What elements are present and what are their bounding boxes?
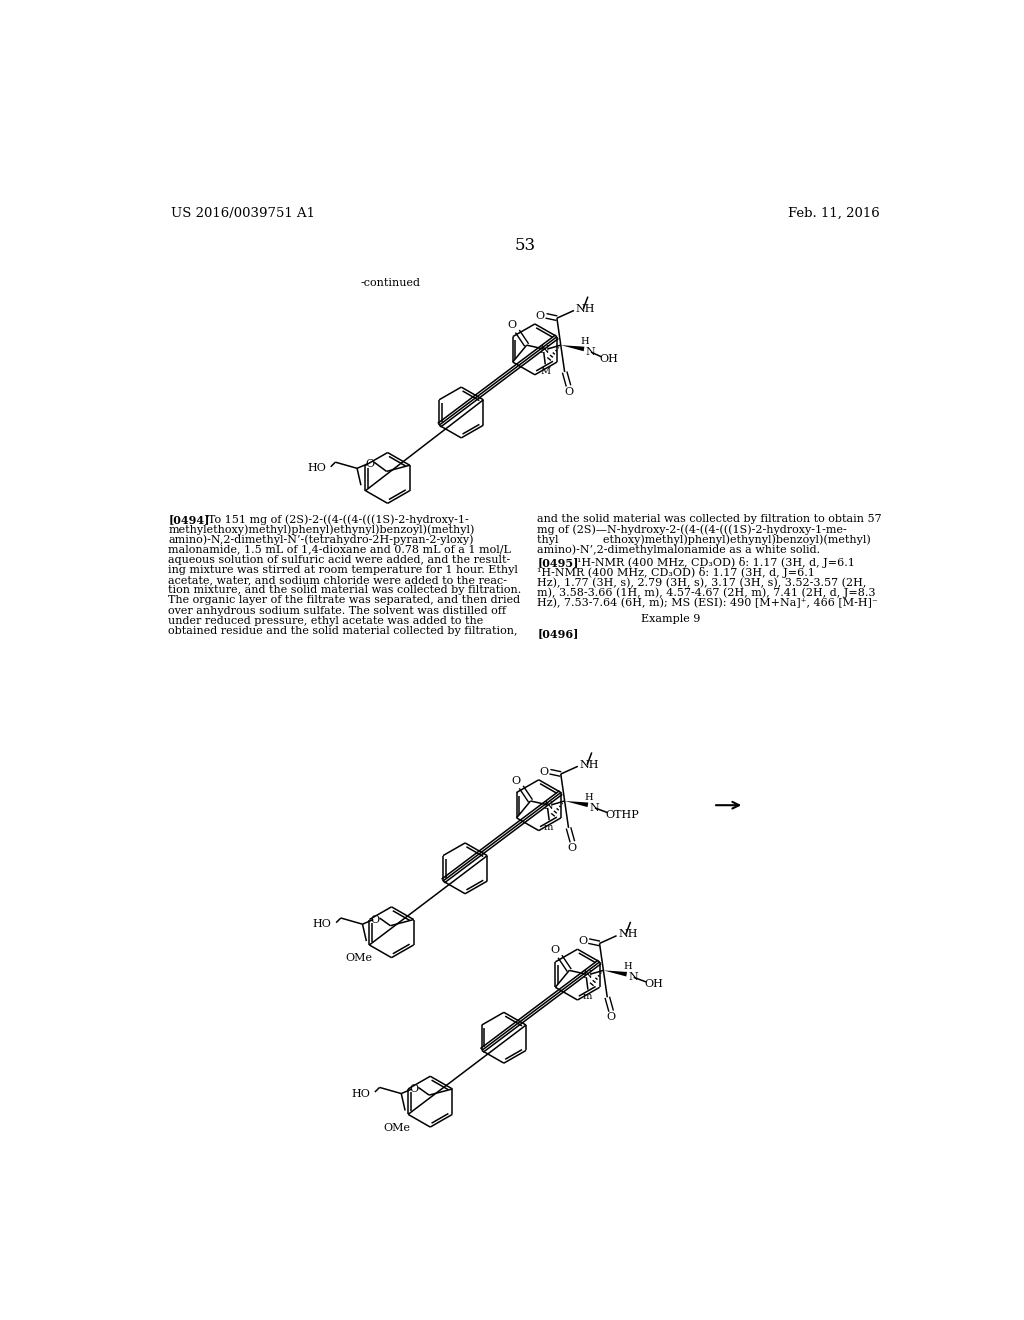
Text: m: m	[583, 991, 592, 1001]
Text: HO: HO	[351, 1089, 371, 1098]
Text: N: N	[586, 347, 595, 356]
Text: [0496]: [0496]	[538, 628, 579, 639]
Text: 53: 53	[514, 238, 536, 253]
Text: Hz), 7.53-7.64 (6H, m); MS (ESI): 490 [M+Na]⁺, 466 [M-H]⁻: Hz), 7.53-7.64 (6H, m); MS (ESI): 490 [M…	[538, 598, 878, 609]
Text: The organic layer of the filtrate was separated, and then dried: The organic layer of the filtrate was se…	[168, 595, 520, 606]
Text: and the solid material was collected by filtration to obtain 57: and the solid material was collected by …	[538, 515, 882, 524]
Text: N: N	[628, 973, 638, 982]
Text: tion mixture, and the solid material was collected by filtration.: tion mixture, and the solid material was…	[168, 585, 521, 595]
Text: O: O	[606, 1012, 615, 1022]
Text: NH: NH	[618, 929, 638, 939]
Text: O: O	[371, 915, 380, 924]
Text: ing mixture was stirred at room temperature for 1 hour. Ethyl: ing mixture was stirred at room temperat…	[168, 565, 518, 576]
Text: H: H	[581, 337, 589, 346]
Polygon shape	[603, 970, 627, 977]
Text: O: O	[511, 776, 520, 785]
Text: [0495]: [0495]	[538, 557, 579, 568]
Text: N: N	[583, 970, 592, 979]
Text: acetate, water, and sodium chloride were added to the reac-: acetate, water, and sodium chloride were…	[168, 576, 507, 585]
Text: Feb. 11, 2016: Feb. 11, 2016	[788, 207, 880, 220]
Text: amino)-N,2-dimethyl-N’-(tetrahydro-2H-pyran-2-yloxy): amino)-N,2-dimethyl-N’-(tetrahydro-2H-py…	[168, 535, 474, 545]
Text: O: O	[540, 767, 548, 776]
Polygon shape	[561, 345, 585, 351]
Text: O: O	[536, 312, 545, 321]
Text: O: O	[564, 387, 573, 397]
Text: -continued: -continued	[360, 277, 421, 288]
Text: Hz), 1.77 (3H, s), 2.79 (3H, s), 3.17 (3H, s), 3.52-3.57 (2H,: Hz), 1.77 (3H, s), 2.79 (3H, s), 3.17 (3…	[538, 577, 866, 587]
Text: N: N	[544, 801, 553, 810]
Text: OMe: OMe	[345, 953, 372, 964]
Text: m), 3.58-3.66 (1H, m), 4.57-4.67 (2H, m), 7.41 (2H, d, J=8.3: m), 3.58-3.66 (1H, m), 4.57-4.67 (2H, m)…	[538, 587, 876, 598]
Text: aqueous solution of sulfuric acid were added, and the result-: aqueous solution of sulfuric acid were a…	[168, 554, 511, 565]
Text: OMe: OMe	[384, 1123, 411, 1133]
Text: N: N	[590, 803, 599, 813]
Text: obtained residue and the solid material collected by filtration,: obtained residue and the solid material …	[168, 626, 518, 636]
Text: To 151 mg of (2S)-2-((4-((4-(((1S)-2-hydroxy-1-: To 151 mg of (2S)-2-((4-((4-(((1S)-2-hyd…	[201, 515, 469, 525]
Text: O: O	[550, 945, 559, 956]
Text: HO: HO	[307, 463, 327, 474]
Text: [0494]: [0494]	[168, 515, 210, 525]
Text: H: H	[585, 792, 593, 801]
Text: ¹H-NMR (400 MHz, CD₃OD) δ: 1.17 (3H, d, J=6.1: ¹H-NMR (400 MHz, CD₃OD) δ: 1.17 (3H, d, …	[538, 568, 815, 578]
Text: thyl    ethoxy)methyl)phenyl)ethynyl)benzoyl)(methyl): thyl ethoxy)methyl)phenyl)ethynyl)benzoy…	[538, 535, 871, 545]
Text: O: O	[365, 459, 374, 469]
Text: US 2016/0039751 A1: US 2016/0039751 A1	[171, 207, 314, 220]
Text: HO: HO	[312, 919, 332, 929]
Text: OH: OH	[599, 354, 618, 364]
Text: OTHP: OTHP	[606, 810, 639, 820]
Text: malonamide, 1.5 mL of 1,4-dioxane and 0.78 mL of a 1 mol/L: malonamide, 1.5 mL of 1,4-dioxane and 0.…	[168, 545, 511, 554]
Text: M: M	[541, 367, 550, 376]
Text: OH: OH	[644, 979, 664, 989]
Text: methylethoxy)methyl)phenyl)ethynyl)benzoyl)(methyl): methylethoxy)methyl)phenyl)ethynyl)benzo…	[168, 524, 475, 535]
Text: under reduced pressure, ethyl acetate was added to the: under reduced pressure, ethyl acetate wa…	[168, 616, 483, 626]
Text: over anhydrous sodium sulfate. The solvent was distilled off: over anhydrous sodium sulfate. The solve…	[168, 606, 506, 615]
Text: O: O	[507, 321, 516, 330]
Text: O: O	[409, 1084, 418, 1094]
Text: amino)-N’,2-dimethylmalonamide as a white solid.: amino)-N’,2-dimethylmalonamide as a whit…	[538, 545, 820, 556]
Text: N: N	[540, 345, 550, 355]
Polygon shape	[564, 801, 588, 807]
Text: O: O	[578, 936, 587, 946]
Text: m: m	[544, 822, 553, 832]
Text: mg of (2S)—N-hydroxy-2-((4-((4-(((1S)-2-hydroxy-1-me-: mg of (2S)—N-hydroxy-2-((4-((4-(((1S)-2-…	[538, 524, 847, 535]
Text: Example 9: Example 9	[641, 614, 700, 624]
Text: H: H	[624, 962, 632, 972]
Text: NH: NH	[575, 304, 595, 314]
Text: NH: NH	[580, 760, 599, 770]
Text: O: O	[568, 843, 577, 853]
Text: ¹H-NMR (400 MHz, CD₃OD) δ: 1.17 (3H, d, J=6.1: ¹H-NMR (400 MHz, CD₃OD) δ: 1.17 (3H, d, …	[569, 557, 855, 568]
